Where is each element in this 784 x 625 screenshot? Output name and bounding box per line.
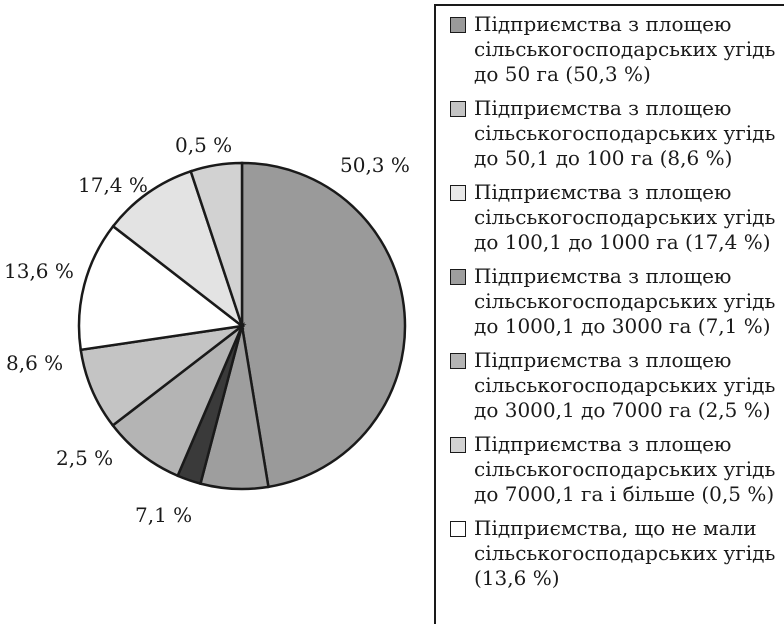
pie-data-label-7: 0,5 %: [175, 133, 232, 157]
legend-item-4: Підприємства з площею сільськогосподарсь…: [446, 348, 784, 423]
pie-data-label-2: 2,5 %: [56, 446, 113, 470]
legend-swatch-5: [450, 437, 466, 453]
legend-item-3: Підприємства з площею сільськогосподарсь…: [446, 264, 784, 339]
pie-slice-0: [240, 161, 407, 489]
legend-item-1: Підприємства з площею сільськогосподарсь…: [446, 96, 784, 171]
pie-chart: 50,3 % 7,1 % 2,5 % 8,6 % 13,6 % 17,4 % 0,5 %: [4, 133, 410, 527]
legend-item-0: Підприємства з площею сільськогосподарсь…: [446, 12, 784, 87]
legend-swatch-0: [450, 17, 466, 33]
legend-swatch-6: [450, 521, 466, 537]
legend-label-3: Підприємства з площею сільськогосподарсь…: [474, 264, 776, 338]
legend-label-5: Підприємства з площею сільськогосподарсь…: [474, 432, 776, 506]
pie-chart-area: 50,3 % 7,1 % 2,5 % 8,6 % 13,6 % 17,4 % 0,5 %: [4, 133, 410, 527]
legend-label-0: Підприємства з площею сільськогосподарсь…: [474, 12, 776, 86]
legend-swatch-2: [450, 185, 466, 201]
pie-slice-5: [77, 224, 246, 352]
pie-data-label-5: 13,6 %: [4, 259, 74, 283]
pie-slice-7: [189, 161, 244, 327]
legend-label-4: Підприємства з площею сільськогосподарсь…: [474, 348, 776, 422]
legend-swatch-3: [450, 269, 466, 285]
legend: Підприємства з площею сільськогосподарсь…: [434, 4, 784, 624]
pie-data-label-3: 8,6 %: [6, 351, 63, 375]
legend-label-1: Підприємства з площею сільськогосподарсь…: [474, 96, 776, 170]
pie-slice-6: [111, 169, 245, 330]
pie-data-label-6: 17,4 %: [78, 173, 148, 197]
legend-item-5: Підприємства з площею сільськогосподарсь…: [446, 432, 784, 507]
legend-swatch-1: [450, 101, 466, 117]
legend-swatch-4: [450, 353, 466, 369]
legend-label-2: Підприємства з площею сільськогосподарсь…: [474, 180, 776, 254]
legend-item-2: Підприємства з площею сільськогосподарсь…: [446, 180, 784, 255]
legend-item-6: Підприємства, що не мали сільськогоспода…: [446, 516, 784, 591]
pie-data-label-0: 50,3 %: [340, 153, 410, 177]
pie-data-label-1: 7,1 %: [135, 503, 192, 527]
legend-label-6: Підприємства, що не мали сільськогоспода…: [474, 516, 776, 590]
